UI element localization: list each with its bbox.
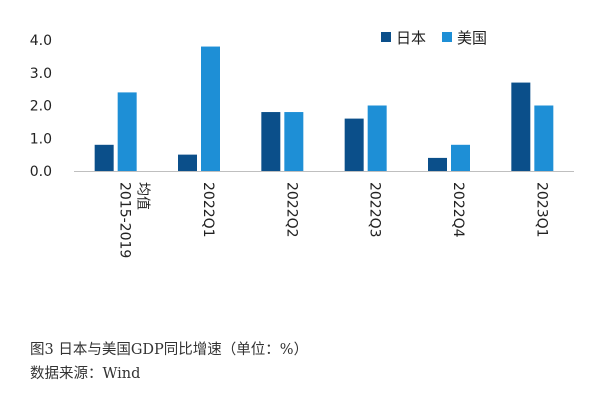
y-tick-label: 3.0: [30, 66, 52, 82]
y-tick-label: 4.0: [30, 33, 52, 49]
legend-label-usa: 美国: [457, 29, 487, 47]
bar-chart: 0.0 1.0 2.0 3.0 4.0 2015-2019 均值 2022Q1 2022Q2 20…: [30, 29, 574, 258]
bar-japan: [344, 118, 364, 171]
y-tick-label: 0.0: [30, 164, 52, 180]
bar-usa: [284, 112, 304, 171]
y-tick-label: 1.0: [30, 131, 52, 147]
legend-swatch-usa: [442, 32, 452, 42]
figure-caption: 图3 日本与美国GDP同比增速（单位：%）: [30, 342, 309, 358]
bar-usa: [201, 46, 220, 171]
x-tick-label: 2022Q2: [283, 182, 299, 238]
bar-usa: [451, 144, 470, 171]
x-tick-label: 2022Q4: [450, 182, 466, 238]
bar-japan: [94, 144, 114, 171]
y-tick-label: 2.0: [30, 99, 52, 115]
bar-japan: [261, 112, 281, 171]
bar-japan: [428, 157, 447, 171]
x-tick-label: 2022Q1: [200, 182, 216, 238]
x-tick-label: 2023Q1: [533, 182, 549, 238]
bar-usa: [534, 105, 554, 171]
legend-label-japan: 日本: [396, 29, 426, 47]
bar-usa: [117, 92, 137, 171]
data-source-note: 数据来源：Wind: [30, 366, 141, 382]
bar-usa: [367, 105, 387, 171]
bar-japan: [178, 154, 197, 171]
legend-swatch-japan: [381, 32, 391, 42]
bar-japan: [511, 82, 531, 171]
x-tick-label: 2015-2019 均值: [117, 182, 151, 258]
x-tick-label: 2022Q3: [367, 182, 383, 238]
